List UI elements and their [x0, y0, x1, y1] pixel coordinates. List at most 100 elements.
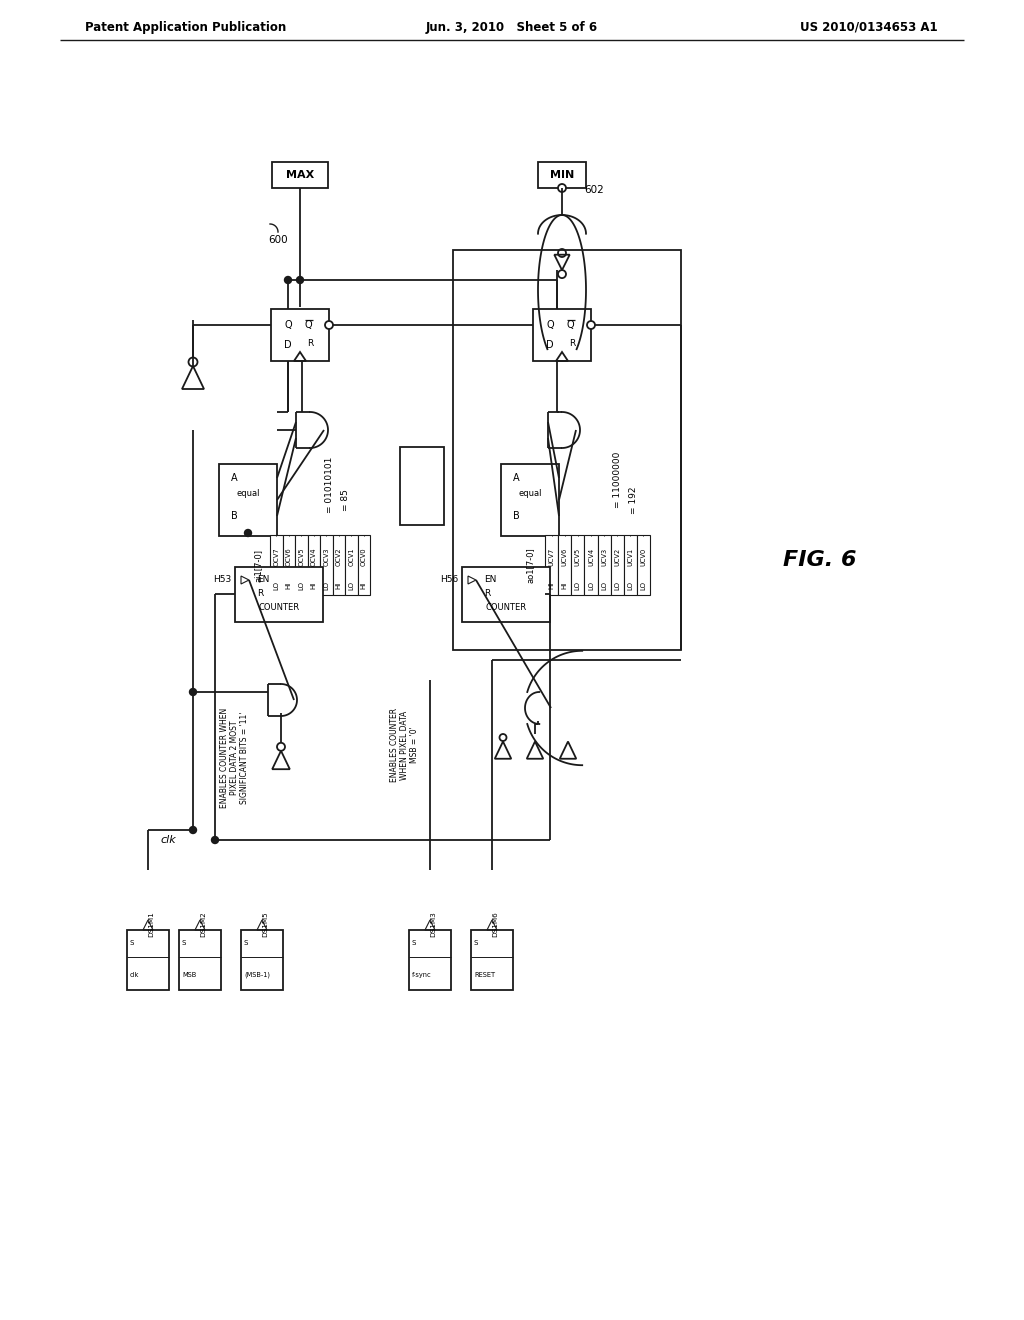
Bar	[501, 465, 559, 536]
Text: COUNTER: COUNTER	[258, 603, 300, 612]
Bar	[538, 162, 586, 187]
Bar	[241, 931, 283, 990]
Bar	[307, 535, 319, 595]
Text: 602: 602	[584, 185, 604, 195]
Circle shape	[297, 276, 303, 284]
Text: OCV5: OCV5	[298, 548, 304, 566]
Text: DS1M1: DS1M1	[148, 911, 154, 937]
Text: DS1M5: DS1M5	[262, 911, 268, 937]
Text: S: S	[412, 940, 417, 946]
Bar	[272, 162, 328, 187]
Text: Jun. 3, 2010   Sheet 5 of 6: Jun. 3, 2010 Sheet 5 of 6	[426, 21, 598, 33]
Text: HI: HI	[336, 581, 342, 589]
Bar	[453, 249, 681, 649]
Text: R: R	[569, 338, 575, 347]
Text: f-sync: f-sync	[412, 972, 432, 978]
Circle shape	[587, 321, 595, 329]
Bar	[319, 535, 333, 595]
Text: PIXEL DATA 2 MOST: PIXEL DATA 2 MOST	[230, 721, 239, 795]
Text: OCV3: OCV3	[324, 548, 330, 566]
Text: 600: 600	[268, 235, 288, 246]
Text: EN: EN	[257, 576, 269, 585]
Bar	[409, 931, 451, 990]
Text: Q: Q	[546, 319, 554, 330]
Text: = 01010101: = 01010101	[326, 457, 335, 513]
Text: LO: LO	[628, 581, 633, 590]
Text: H56: H56	[439, 576, 458, 585]
Text: COUNTER: COUNTER	[485, 603, 526, 612]
Text: = 85: = 85	[341, 490, 349, 511]
Text: US 2010/0134653 A1: US 2010/0134653 A1	[801, 21, 938, 33]
Bar	[545, 535, 558, 595]
Text: HI: HI	[360, 581, 367, 589]
Circle shape	[325, 321, 333, 329]
Text: = 192: = 192	[629, 486, 638, 513]
Bar	[534, 309, 591, 360]
Text: MSB = '0': MSB = '0'	[410, 726, 419, 763]
Text: ai1[7-0]: ai1[7-0]	[254, 549, 262, 582]
Text: equal: equal	[237, 490, 260, 499]
Text: OCV2: OCV2	[336, 548, 342, 566]
Text: LO: LO	[614, 581, 621, 590]
Bar	[219, 465, 278, 536]
Text: MAX: MAX	[286, 170, 314, 180]
Text: clk: clk	[160, 836, 176, 845]
Bar	[471, 931, 513, 990]
Circle shape	[558, 271, 566, 279]
Text: OCV4: OCV4	[310, 548, 316, 566]
Text: S: S	[474, 940, 478, 946]
Text: ao1[7-0]: ao1[7-0]	[525, 546, 535, 583]
Text: Patent Application Publication: Patent Application Publication	[85, 21, 287, 33]
Text: D: D	[285, 341, 292, 350]
Text: OCV0: OCV0	[360, 548, 367, 566]
Bar	[345, 535, 357, 595]
Text: MSB: MSB	[182, 972, 197, 978]
Text: OCV6: OCV6	[286, 548, 292, 566]
Text: R: R	[484, 590, 490, 598]
Text: Q: Q	[566, 319, 573, 330]
Bar	[333, 535, 345, 595]
Text: ENABLES COUNTER: ENABLES COUNTER	[390, 708, 399, 781]
Text: DS1M6: DS1M6	[492, 911, 498, 937]
Text: DS1M3: DS1M3	[430, 911, 436, 937]
Text: B: B	[230, 511, 238, 521]
Text: B: B	[513, 511, 519, 521]
Text: HI: HI	[549, 581, 555, 589]
Bar	[624, 535, 637, 595]
Text: (MSB-1): (MSB-1)	[244, 972, 270, 978]
Text: UCV3: UCV3	[601, 548, 607, 566]
Bar	[558, 535, 571, 595]
Text: WHEN PIXEL DATA: WHEN PIXEL DATA	[400, 710, 409, 780]
Circle shape	[189, 826, 197, 833]
Bar	[270, 535, 283, 595]
Text: ENABLES COUNTER WHEN: ENABLES COUNTER WHEN	[220, 708, 229, 808]
Circle shape	[500, 734, 507, 741]
Bar	[610, 535, 624, 595]
Bar	[234, 568, 323, 622]
Circle shape	[285, 276, 292, 284]
Text: UCV1: UCV1	[628, 548, 633, 566]
Text: UCV5: UCV5	[574, 548, 581, 566]
Text: LO: LO	[601, 581, 607, 590]
Bar	[462, 568, 550, 622]
Text: A: A	[513, 473, 519, 483]
Text: LO: LO	[588, 581, 594, 590]
Text: SIGNIFICANT BITS = '11': SIGNIFICANT BITS = '11'	[240, 711, 249, 804]
Text: UCV7: UCV7	[549, 548, 555, 566]
Bar	[357, 535, 370, 595]
Text: R: R	[257, 590, 263, 598]
Bar	[637, 535, 650, 595]
Text: LO: LO	[273, 581, 280, 590]
Text: UCV6: UCV6	[562, 548, 567, 566]
Bar	[585, 535, 597, 595]
Bar	[179, 931, 221, 990]
Circle shape	[278, 743, 285, 751]
Circle shape	[212, 837, 218, 843]
Bar	[271, 309, 329, 360]
Text: UCV0: UCV0	[640, 548, 646, 566]
Text: R: R	[307, 338, 313, 347]
Text: D: D	[546, 341, 554, 350]
Text: FIG. 6: FIG. 6	[783, 550, 857, 570]
Text: RESET: RESET	[474, 972, 496, 978]
Bar	[127, 931, 169, 990]
